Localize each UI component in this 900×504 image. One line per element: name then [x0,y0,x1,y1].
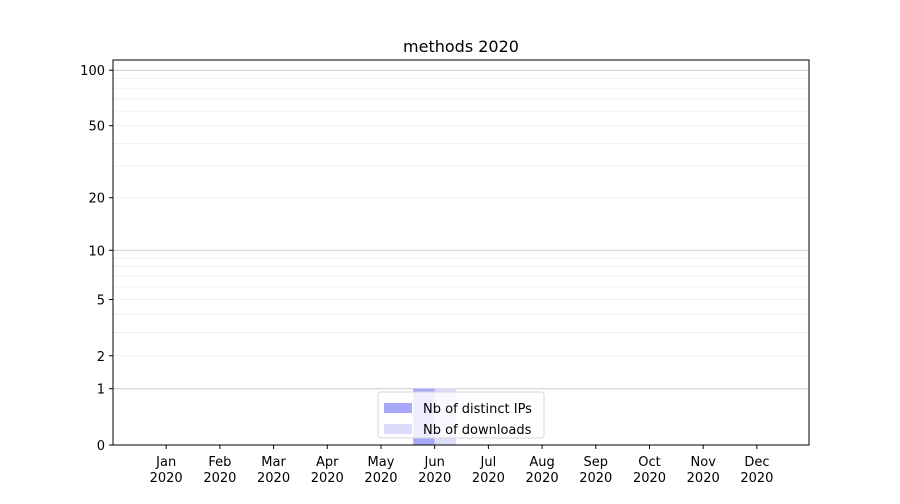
x-tick-label-line: Jun [424,455,445,470]
legend-swatch [384,403,412,413]
x-tick-label-line: 2020 [633,471,666,486]
x-tick-label-line: Dec [744,455,769,470]
x-tick-label: Aug 2020 [526,455,559,486]
x-tick-label-line: 2020 [203,471,236,486]
x-tick-label: Apr 2020 [311,455,344,486]
x-tick-label: Jan 2020 [150,455,183,486]
x-tick-label: Jul 2020 [472,455,505,486]
x-tick-label-line: Sep [584,455,609,470]
chart-title: methods 2020 [403,37,519,56]
x-tick-label: Oct 2020 [633,455,666,486]
y-tick-label: 0 [97,439,105,454]
y-tick-label: 10 [88,244,105,259]
y-tick-label: 50 [88,120,105,135]
x-tick-label-line: 2020 [364,471,397,486]
x-tick-label-line: Nov [691,455,717,470]
x-tick-label-line: Oct [638,455,660,470]
legend-swatch [384,424,412,434]
y-tick-label: 2 [97,350,105,365]
x-tick-label-line: Apr [316,455,339,470]
x-tick-label-line: May [368,455,395,470]
x-tick-label-line: Mar [261,455,286,470]
x-tick-label: Dec 2020 [740,455,773,486]
x-tick-label-line: Aug [529,455,554,470]
legend: Nb of distinct IPs Nb of downloads [377,391,545,439]
x-tick-label-line: Jan [155,455,176,470]
x-tick-label: May 2020 [364,455,397,486]
legend-label: Nb of distinct IPs [423,402,532,417]
x-tick-label: Nov 2020 [687,455,720,486]
y-tick-label: 5 [97,293,105,308]
x-tick-label-line: 2020 [150,471,183,486]
plot-frame [112,59,810,446]
grid [113,69,809,390]
y-tick-label: 20 [88,192,105,207]
x-tick-label-line: Jul [480,455,497,470]
x-tick-label: Sep 2020 [579,455,612,486]
x-tick-label-line: 2020 [311,471,344,486]
y-tick-label: 1 [97,383,105,398]
x-tick-label: Jun 2020 [418,455,451,486]
legend-box [377,391,545,439]
x-tick-label-line: 2020 [526,471,559,486]
x-tick-label-line: 2020 [418,471,451,486]
y-tick-label: 100 [80,64,105,79]
x-tick-label-line: 2020 [740,471,773,486]
x-tick-label-line: 2020 [579,471,612,486]
x-tick-label-line: 2020 [472,471,505,486]
x-tick-label-line: 2020 [687,471,720,486]
x-tick-label-line: Feb [208,455,231,470]
x-tick-label-line: 2020 [257,471,290,486]
y-axis: 0 1 2 5 10 20 50 100 [80,64,113,454]
legend-label: Nb of downloads [423,423,532,438]
x-tick-label: Mar 2020 [257,455,290,486]
x-tick-label: Feb 2020 [203,455,236,486]
